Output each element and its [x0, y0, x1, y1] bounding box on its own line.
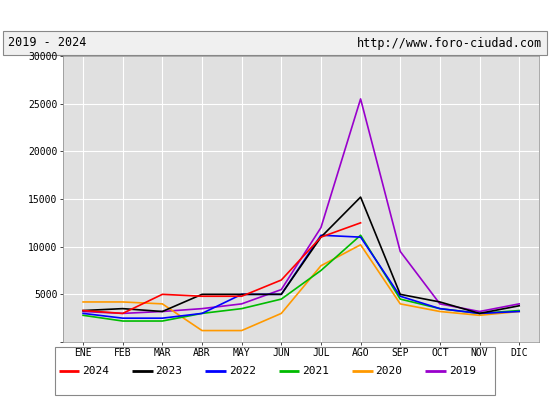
Text: 2021: 2021	[302, 366, 329, 376]
Text: Evolucion Nº Turistas Nacionales en el municipio de Cuevas del Almanzora: Evolucion Nº Turistas Nacionales en el m…	[14, 8, 536, 22]
Text: http://www.foro-ciudad.com: http://www.foro-ciudad.com	[356, 36, 542, 50]
Text: 2019: 2019	[449, 366, 476, 376]
Text: 2024: 2024	[82, 366, 109, 376]
Text: 2020: 2020	[376, 366, 403, 376]
Text: 2022: 2022	[229, 366, 256, 376]
Text: 2023: 2023	[156, 366, 183, 376]
Text: 2019 - 2024: 2019 - 2024	[8, 36, 87, 50]
